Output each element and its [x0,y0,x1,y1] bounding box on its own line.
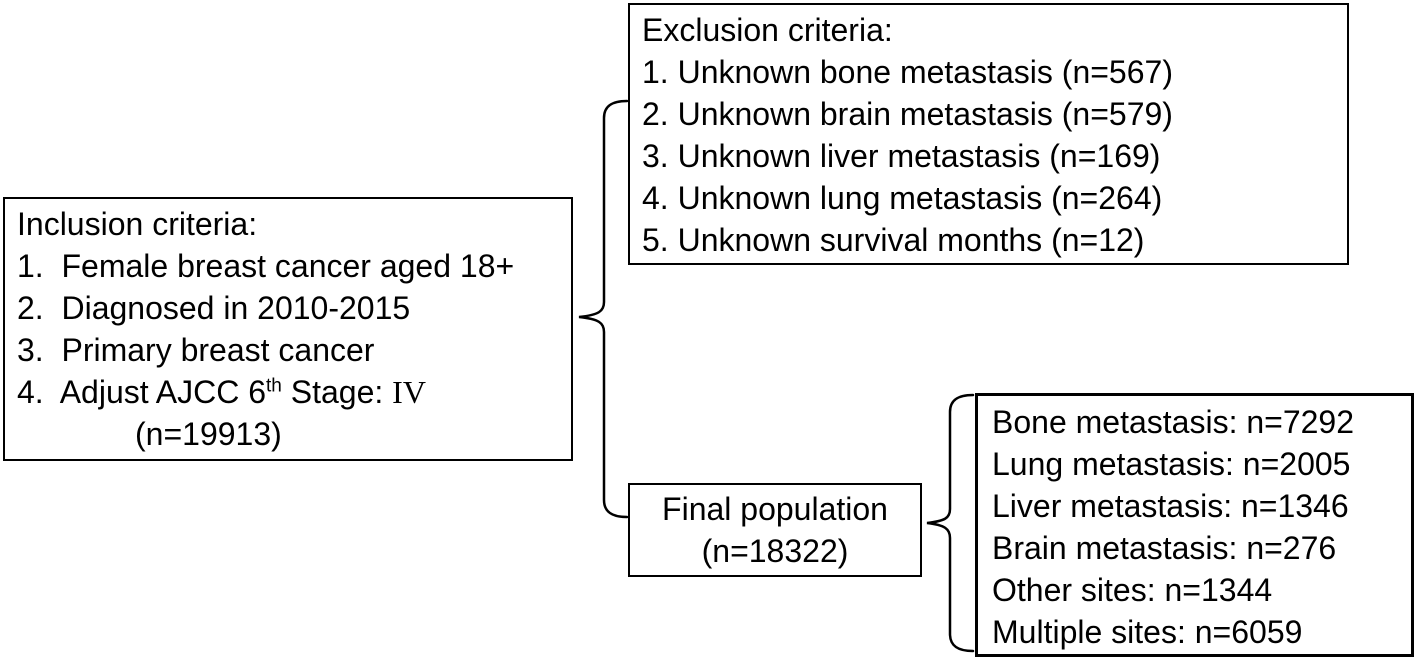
inclusion-criteria-box: Inclusion criteria: 1. Female breast can… [3,197,573,461]
exclusion-item-4: 4. Unknown lung metastasis (n=264) [642,180,1163,216]
exclusion-criteria-box: Exclusion criteria: 1. Unknown bone meta… [628,3,1349,265]
final-population-box: Final population (n=18322) [628,483,922,577]
sites-item-other: Other sites: n=1344 [992,572,1273,608]
sites-item-bone: Bone metastasis: n=7292 [992,404,1355,440]
inclusion-item-4-text: 4. Adjust AJCC 6 [17,374,267,410]
inclusion-title: Inclusion criteria: [17,206,258,242]
inclusion-item-3: 3. Primary breast cancer [17,332,375,368]
inclusion-item-1: 1. Female breast cancer aged 18+ [17,248,515,284]
inclusion-item-4: 4. Adjust AJCC 6th Stage: IV [17,371,571,413]
sites-item-multiple: Multiple sites: n=6059 [992,614,1303,650]
exclusion-title: Exclusion criteria: [642,12,893,48]
ordinal-superscript: th [266,375,282,397]
final-population-n-count: (n=18322) [701,533,849,569]
brace-inclusion-to-right [578,99,629,519]
inclusion-item-4-stage-label: Stage: [281,374,393,410]
stage-roman-numeral: IV [392,374,426,410]
metastasis-sites-box: Bone metastasis: n=7292 Lung metastasis:… [975,393,1414,657]
exclusion-item-3: 3. Unknown liver metastasis (n=169) [642,138,1161,174]
final-population-label: Final population [662,491,888,527]
sites-item-lung: Lung metastasis: n=2005 [992,446,1351,482]
brace-final-to-sites [926,393,975,653]
sites-item-liver: Liver metastasis: n=1346 [992,488,1349,524]
sites-item-brain: Brain metastasis: n=276 [992,530,1337,566]
inclusion-n-count: (n=19913) [135,416,282,452]
exclusion-item-2: 2. Unknown brain metastasis (n=579) [642,96,1173,132]
exclusion-item-1: 1. Unknown bone metastasis (n=567) [642,54,1173,90]
exclusion-item-5: 5. Unknown survival months (n=12) [642,222,1145,258]
inclusion-item-2: 2. Diagnosed in 2010-2015 [17,290,411,326]
